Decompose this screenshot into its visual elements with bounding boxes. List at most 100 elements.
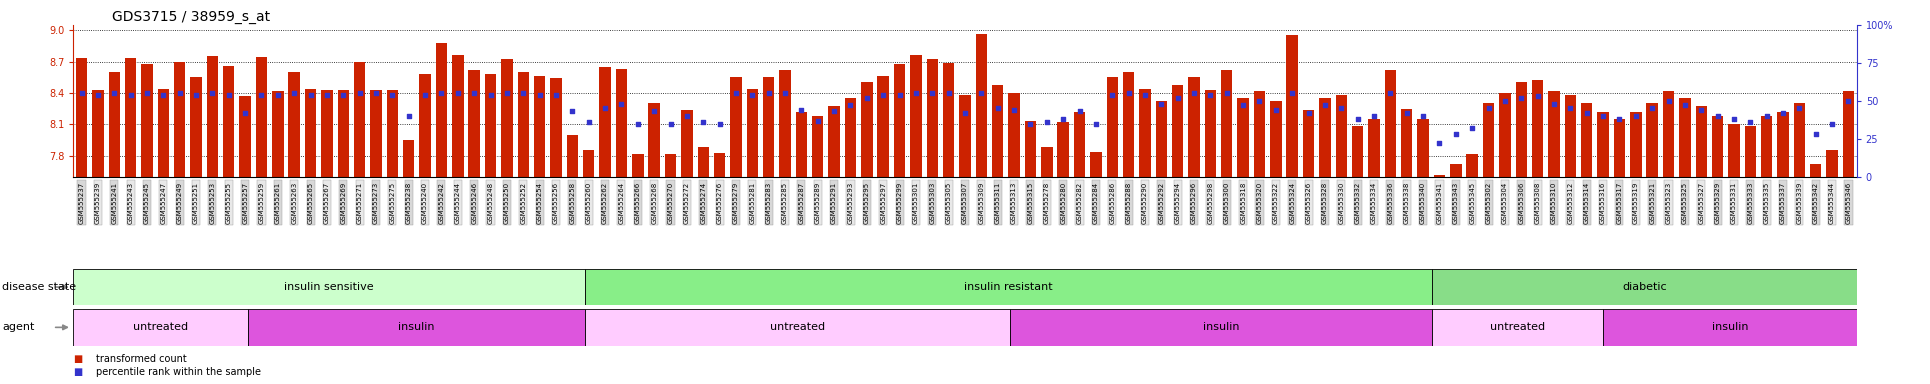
Point: [1195, 92, 1226, 98]
Text: diabetic: diabetic: [1621, 282, 1668, 292]
Point: [1278, 90, 1309, 96]
Text: ■: ■: [73, 367, 83, 377]
Point: [311, 92, 342, 98]
Bar: [484, 74, 496, 177]
Point: [328, 92, 359, 98]
Bar: [585, 269, 1432, 305]
Point: [1424, 140, 1455, 146]
Bar: [894, 64, 905, 177]
Bar: [1664, 91, 1673, 177]
Point: [606, 101, 637, 107]
Point: [573, 119, 604, 125]
Bar: [1025, 121, 1036, 177]
Bar: [191, 77, 203, 177]
Point: [1114, 90, 1144, 96]
Bar: [1613, 119, 1625, 177]
Point: [687, 119, 718, 125]
Bar: [1090, 152, 1102, 177]
Bar: [1467, 154, 1478, 177]
Bar: [1482, 103, 1494, 177]
Bar: [1336, 95, 1347, 177]
Point: [1245, 98, 1276, 104]
Bar: [1320, 98, 1330, 177]
Bar: [1254, 91, 1266, 177]
Point: [704, 121, 735, 127]
Bar: [1760, 116, 1772, 177]
Text: untreated: untreated: [133, 322, 189, 333]
Bar: [567, 135, 579, 177]
Point: [1604, 116, 1635, 122]
Point: [181, 92, 212, 98]
Point: [1702, 113, 1733, 119]
Point: [753, 90, 784, 96]
Point: [1768, 110, 1799, 116]
Bar: [386, 90, 398, 177]
Point: [409, 92, 440, 98]
Point: [442, 90, 473, 96]
Point: [1669, 102, 1700, 108]
Point: [1309, 102, 1339, 108]
Point: [901, 90, 932, 96]
Point: [361, 90, 392, 96]
Point: [1783, 105, 1814, 111]
Point: [214, 92, 245, 98]
Bar: [1745, 126, 1756, 177]
Point: [950, 110, 980, 116]
Bar: [926, 60, 938, 177]
Bar: [1123, 72, 1135, 177]
Point: [1571, 110, 1602, 116]
Bar: [1810, 164, 1822, 177]
Text: insulin: insulin: [398, 322, 434, 333]
Bar: [1139, 89, 1150, 177]
Text: insulin: insulin: [1712, 322, 1749, 333]
Point: [1392, 110, 1422, 116]
Point: [1801, 131, 1832, 137]
Bar: [681, 110, 693, 177]
Point: [230, 110, 261, 116]
Bar: [141, 64, 152, 177]
Bar: [1303, 110, 1314, 177]
Bar: [1222, 70, 1233, 177]
Point: [868, 92, 899, 98]
Bar: [1631, 112, 1642, 177]
Bar: [1156, 101, 1168, 177]
Bar: [1581, 103, 1592, 177]
Bar: [1532, 80, 1544, 177]
Bar: [1237, 98, 1249, 177]
Point: [558, 108, 589, 114]
Bar: [1515, 83, 1527, 177]
Point: [965, 90, 996, 96]
Point: [1212, 90, 1243, 96]
Bar: [207, 56, 218, 177]
Point: [786, 107, 816, 113]
Point: [1162, 95, 1193, 101]
Bar: [93, 90, 104, 177]
Point: [295, 92, 326, 98]
Point: [116, 92, 147, 98]
Bar: [469, 70, 481, 177]
Bar: [1172, 84, 1183, 177]
Bar: [174, 61, 185, 177]
Bar: [762, 77, 774, 177]
Bar: [1432, 309, 1604, 346]
Point: [1341, 116, 1372, 122]
Text: untreated: untreated: [1490, 322, 1546, 333]
Point: [525, 92, 556, 98]
Bar: [73, 269, 585, 305]
Bar: [1679, 98, 1691, 177]
Text: transformed count: transformed count: [96, 354, 187, 364]
Point: [982, 105, 1013, 111]
Bar: [1368, 119, 1380, 177]
Bar: [338, 90, 349, 177]
Text: percentile rank within the sample: percentile rank within the sample: [96, 367, 261, 377]
Text: insulin resistant: insulin resistant: [965, 282, 1054, 292]
Bar: [158, 89, 170, 177]
Bar: [1040, 147, 1052, 177]
Point: [851, 95, 882, 101]
Bar: [1843, 91, 1855, 177]
Bar: [747, 89, 758, 177]
Bar: [272, 91, 284, 177]
Bar: [631, 154, 643, 177]
Bar: [1778, 112, 1789, 177]
Text: insulin sensitive: insulin sensitive: [284, 282, 374, 292]
